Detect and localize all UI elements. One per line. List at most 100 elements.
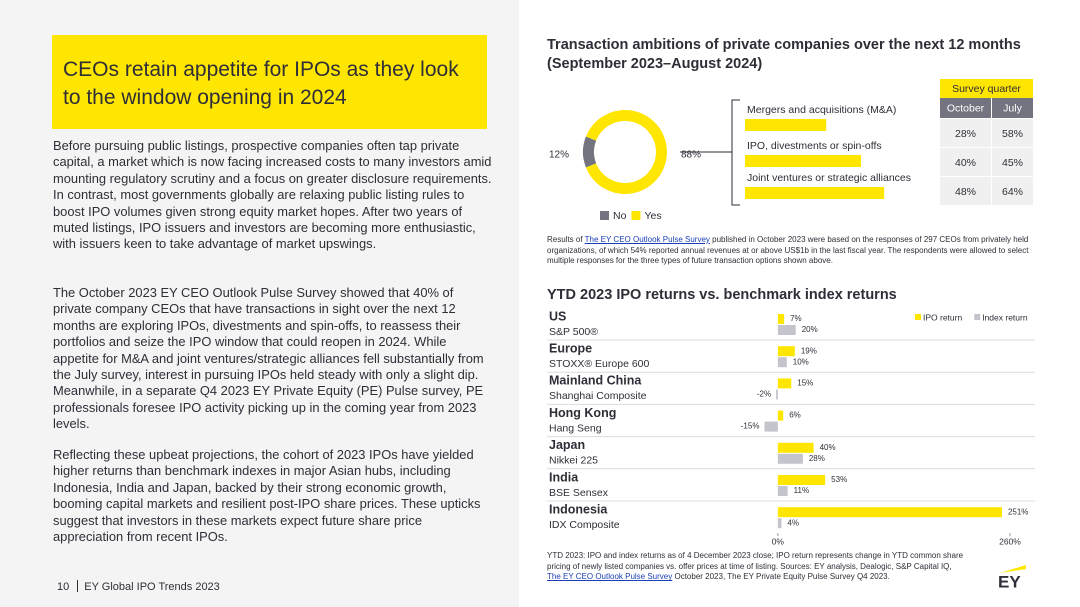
table-cell-bg — [992, 177, 1033, 205]
data-label: 7% — [790, 314, 802, 323]
chart-title: Transaction ambitions of private compani… — [547, 37, 1021, 72]
title-box: CEOs retain appetite for IPOs as they lo… — [52, 35, 487, 129]
table-cell-bg — [940, 119, 991, 147]
publication: EY Global IPO Trends 2023 — [84, 581, 220, 593]
bar — [776, 389, 778, 400]
category-label: US — [549, 309, 566, 323]
chart-title: Transaction ambitions of private compani… — [547, 37, 1021, 53]
category-label: Hong Kong — [549, 406, 616, 420]
footer: 10 EY Global IPO Trends 2023 — [57, 580, 220, 593]
bar — [745, 119, 827, 131]
table-title: Survey quarter — [952, 83, 1021, 95]
data-label: 12% — [549, 150, 569, 161]
column-header-bg — [992, 98, 1033, 118]
legend-swatch — [600, 211, 609, 220]
note-link[interactable]: The EY CEO Outlook Pulse Survey — [547, 572, 673, 582]
legend-label: Index return — [982, 312, 1028, 322]
legend-label: Yes — [644, 210, 661, 222]
bar — [745, 155, 861, 167]
legend-label: No — [613, 210, 627, 222]
note-text: Results of — [547, 235, 585, 244]
column-header: October — [947, 102, 985, 114]
bar — [777, 325, 796, 335]
connector — [731, 99, 740, 206]
bar — [777, 442, 814, 453]
bar — [777, 518, 782, 529]
bar — [777, 378, 792, 389]
donut-segment — [585, 110, 667, 194]
column-header-bg — [940, 98, 991, 118]
data-label: 28% — [809, 454, 825, 463]
separator — [77, 580, 79, 592]
data-label: 4% — [787, 518, 799, 527]
table-cell: 45% — [1002, 157, 1023, 169]
x-tick-label: 260% — [999, 536, 1021, 546]
data-label: 88% — [681, 150, 701, 161]
table-cell-bg — [940, 148, 991, 176]
bar — [777, 346, 795, 357]
table-cell-bg — [940, 177, 991, 205]
legend-swatch — [915, 314, 921, 320]
paragraph: The October 2023 EY CEO Outlook Pulse Su… — [53, 285, 484, 432]
bar — [777, 314, 785, 324]
table-cell: 28% — [955, 128, 976, 140]
data-label: 19% — [801, 346, 817, 355]
bar — [777, 507, 1002, 518]
note-text: published in October 2023 were based on … — [547, 235, 1029, 266]
bracket — [680, 99, 740, 206]
page-title: CEOs retain appetite for IPOs as they lo… — [63, 58, 459, 109]
data-label: 40% — [820, 443, 836, 452]
category-label: Joint ventures or strategic alliances — [747, 172, 911, 184]
subcategory-label: S&P 500® — [549, 326, 598, 338]
logo-mark — [1000, 565, 1026, 573]
category-label: Indonesia — [549, 502, 608, 516]
x-tick-label: 0% — [772, 536, 785, 546]
subcategory-label: IDX Composite — [549, 519, 620, 531]
table-cell: 58% — [1002, 128, 1023, 140]
table-cell: 64% — [1002, 186, 1023, 198]
data-label: 6% — [789, 411, 801, 420]
legend-label: IPO return — [923, 312, 962, 322]
note-text: YTD 2023: IPO and index returns as of 4 … — [547, 551, 964, 571]
data-label: 10% — [793, 357, 809, 366]
paragraph: Before pursuing public listings, prospec… — [53, 138, 492, 252]
data-label: 15% — [797, 379, 813, 388]
donut-segment — [583, 136, 597, 168]
data-label: -2% — [757, 390, 771, 399]
data-label: 20% — [802, 325, 818, 334]
logo: EY — [998, 565, 1026, 591]
category-label: Mainland China — [549, 374, 642, 388]
legend-swatch — [631, 211, 641, 220]
column-header: July — [1003, 102, 1022, 114]
bar — [777, 410, 784, 421]
table-cell: 48% — [955, 186, 976, 198]
table-cell: 40% — [955, 157, 976, 169]
data-label: 251% — [1008, 507, 1028, 516]
category-label: Mergers and acquisitions (M&A) — [747, 104, 896, 116]
bar — [777, 357, 787, 368]
chart-title: (September 2023–August 2024) — [547, 56, 762, 72]
logo-text: EY — [998, 572, 1021, 591]
data-label: 11% — [794, 486, 809, 495]
note-link[interactable]: The EY CEO Outlook Pulse Survey — [584, 235, 710, 244]
table-cell-bg — [992, 148, 1033, 176]
category-label: India — [549, 470, 579, 484]
category-label: Japan — [549, 438, 585, 452]
table-cell-bg — [992, 119, 1033, 147]
category-label: IPO, divestments or spin-offs — [747, 140, 882, 152]
bar — [764, 421, 778, 432]
paragraph: Reflecting these upbeat projections, the… — [53, 447, 481, 545]
bar — [745, 187, 885, 199]
data-label: -15% — [741, 422, 760, 431]
legend-swatch — [974, 314, 981, 320]
subcategory-label: STOXX® Europe 600 — [549, 358, 650, 370]
bar — [777, 475, 826, 485]
subcategory-label: BSE Sensex — [549, 487, 609, 499]
note-text: October 2023, The EY Private Equity Puls… — [672, 572, 890, 582]
page-number: 10 — [57, 581, 70, 593]
chart-title: YTD 2023 IPO returns vs. benchmark index… — [547, 287, 897, 303]
chart-note: Results of The EY CEO Outlook Pulse Surv… — [547, 235, 1037, 267]
subcategory-label: Shanghai Composite — [549, 390, 647, 402]
